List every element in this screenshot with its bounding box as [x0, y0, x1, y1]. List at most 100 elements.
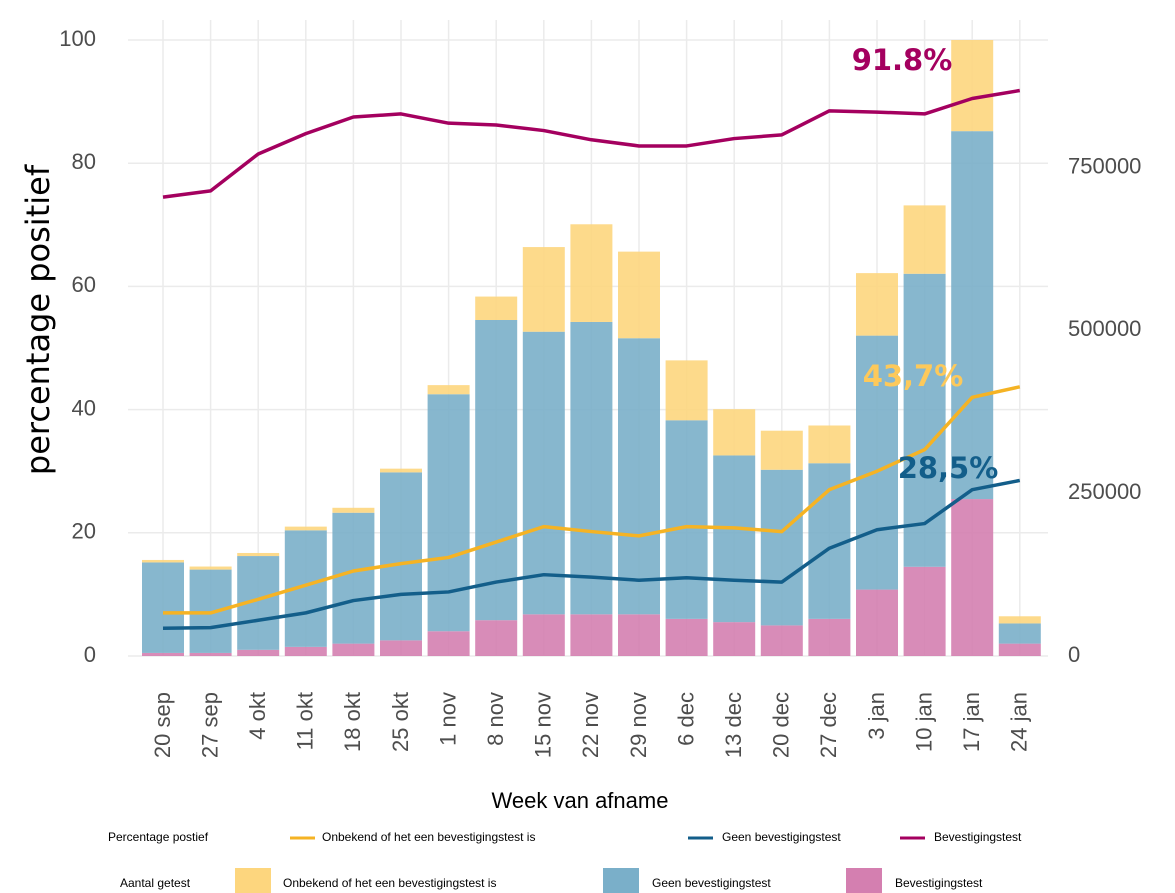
- line-series: [162, 88, 1021, 199]
- bar-segment: [713, 409, 756, 456]
- x-tick-label: 25 okt: [388, 692, 413, 752]
- line-series: [162, 478, 1021, 631]
- x-tick-label: 22 nov: [578, 692, 603, 758]
- bar-segment: [856, 273, 898, 336]
- y-tick-label: 40: [72, 395, 96, 420]
- line-series: [163, 385, 1021, 615]
- bar-segment: [380, 468, 422, 473]
- bar-segment: [522, 614, 565, 656]
- bar-segment: [284, 526, 327, 531]
- x-tick-label: 6 dec: [673, 692, 698, 746]
- legend-label: Bevestigingstest: [934, 830, 1022, 844]
- bar-segment: [189, 652, 232, 656]
- bar-segment: [332, 512, 375, 644]
- bar-segment: [903, 205, 946, 274]
- legend-swatch: [846, 868, 882, 893]
- bar-segment: [618, 614, 660, 656]
- legend-label: Geen bevestigingstest: [652, 876, 771, 890]
- bar-segment: [570, 321, 613, 615]
- bar-segment: [522, 331, 565, 615]
- x-tick-label: 11 okt: [293, 692, 318, 750]
- bar-segment: [618, 338, 660, 615]
- bar-segment: [665, 360, 708, 421]
- bar-segment: [189, 566, 232, 570]
- y2-tick-label: 250000: [1068, 479, 1141, 504]
- bar-segment: [998, 643, 1041, 656]
- x-tick-label: 20 dec: [769, 692, 794, 758]
- bar-segment: [665, 618, 708, 656]
- legend-swatch: [603, 868, 639, 893]
- x-tick-label: 27 sep: [197, 692, 222, 758]
- bar-segment: [998, 623, 1041, 644]
- bar-segment: [760, 469, 803, 626]
- bar-segment: [808, 425, 851, 464]
- y-axis-title: percentage positief: [19, 164, 57, 475]
- bar-segment: [332, 643, 375, 656]
- x-tick-label: 20 sep: [150, 692, 175, 758]
- y2-tick-label: 0: [1068, 642, 1080, 667]
- bar-segment: [522, 247, 565, 332]
- bar-segment: [760, 625, 803, 656]
- bar-segment: [856, 589, 898, 656]
- x-tick-label: 17 jan: [959, 692, 984, 752]
- x-tick-label: 29 nov: [626, 692, 651, 758]
- x-tick-label: 10 jan: [911, 692, 936, 752]
- bar-segment: [665, 420, 708, 619]
- x-tick-label: 13 dec: [721, 692, 746, 758]
- x-tick-label: 24 jan: [1007, 692, 1032, 752]
- bar-segment: [475, 320, 518, 621]
- bar-segment: [427, 631, 470, 656]
- bar-segment: [570, 224, 613, 322]
- bar-segment: [713, 622, 756, 656]
- bar-segment: [380, 640, 422, 656]
- y2-tick-label: 750000: [1068, 153, 1141, 178]
- bar-segment: [142, 559, 184, 563]
- bar-segment: [713, 455, 756, 623]
- x-tick-label: 4 okt: [245, 692, 270, 740]
- bar-segment: [903, 566, 946, 656]
- y-tick-label: 0: [84, 642, 96, 667]
- bar-segment: [427, 385, 470, 395]
- y-tick-label: 20: [72, 519, 96, 544]
- legend-label: Bevestigingstest: [895, 876, 983, 890]
- bar-segment: [951, 40, 994, 132]
- annotation: 91.8%: [852, 43, 953, 77]
- y2-tick-label: 500000: [1068, 316, 1141, 341]
- bar-segment: [951, 499, 994, 656]
- x-tick-label: 1 nov: [435, 692, 460, 746]
- x-axis-title: Week van afname: [492, 788, 669, 813]
- bar-segment: [570, 614, 613, 656]
- bar-segment: [618, 251, 660, 339]
- annotation: 28,5%: [898, 451, 999, 485]
- y-tick-label: 100: [59, 26, 96, 51]
- annotation: 43,7%: [863, 359, 964, 393]
- legend-title: Percentage postief: [108, 830, 209, 844]
- bar-segment: [427, 394, 470, 632]
- bar-segment: [332, 507, 375, 513]
- x-tick-label: 8 nov: [483, 692, 508, 746]
- x-tick-label: 27 dec: [816, 692, 841, 758]
- bar-segment: [142, 562, 184, 653]
- bar-segment: [142, 652, 184, 656]
- bar-segment: [760, 430, 803, 470]
- bar-segment: [951, 131, 994, 500]
- legend-label: Onbekend of het een bevestigingstest is: [322, 830, 535, 844]
- bar-segment: [903, 273, 946, 567]
- bar-segment: [475, 296, 518, 320]
- bar-segment: [380, 472, 422, 641]
- bar-segment: [284, 646, 327, 656]
- bar-segment: [237, 552, 280, 557]
- bar-segment: [998, 616, 1041, 624]
- x-tick-label: 18 okt: [340, 692, 365, 752]
- legend-label: Onbekend of het een bevestigingstest is: [283, 876, 496, 890]
- y-tick-label: 80: [72, 149, 96, 174]
- x-tick-label: 3 jan: [864, 692, 889, 740]
- legend-label: Geen bevestigingstest: [722, 830, 841, 844]
- legend-title: Aantal getest: [120, 876, 191, 890]
- y-tick-label: 60: [72, 272, 96, 297]
- x-tick-label: 15 nov: [531, 692, 556, 758]
- bar-segment: [237, 649, 280, 656]
- bar-segment: [808, 618, 851, 656]
- bar-segment: [856, 335, 898, 590]
